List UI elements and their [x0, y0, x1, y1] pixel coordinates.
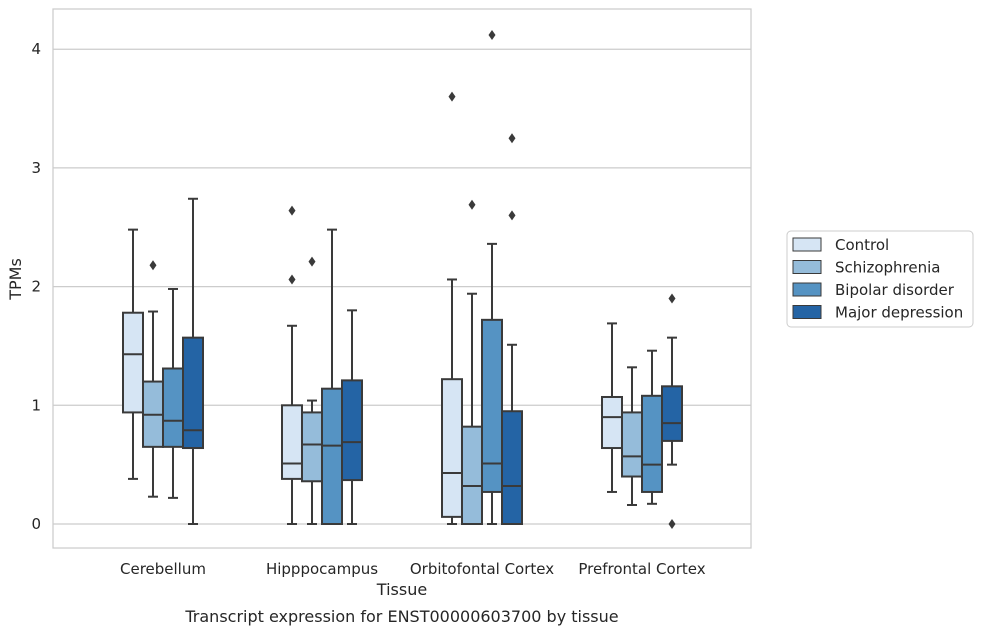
- legend-label: Major depression: [835, 304, 963, 322]
- y-axis-label: TPMs: [6, 258, 25, 301]
- outlier-point: [668, 293, 676, 304]
- legend-label: Control: [835, 236, 889, 254]
- legend-swatch: [792, 305, 822, 319]
- box-iqr: [341, 379, 363, 482]
- box-iqr: [641, 394, 663, 493]
- x-ticks: Cerebellum Hipppocampus Orbitofontal Corte…: [120, 560, 706, 578]
- box-iqr: [501, 410, 523, 525]
- outlier-point: [468, 199, 476, 210]
- legend-swatch: [792, 237, 822, 252]
- box-iqr: [601, 395, 623, 450]
- box-major-depression: [501, 133, 523, 525]
- outlier-point: [488, 29, 496, 40]
- legend-label: Schizophrenia: [835, 259, 940, 277]
- legend-frame: [786, 230, 974, 328]
- box-control: [281, 205, 303, 525]
- legend-swatch: [792, 282, 822, 297]
- box-schizophrenia: [142, 260, 164, 498]
- box-iqr: [321, 387, 343, 525]
- x-axis-label: Tissue: [376, 580, 427, 599]
- outlier-point: [508, 210, 516, 221]
- y-tick-label: 1: [31, 396, 41, 414]
- box-major-depression: [341, 309, 363, 525]
- box-schizophrenia: [461, 199, 483, 525]
- y-tick-label: 2: [31, 278, 41, 296]
- box-iqr: [621, 411, 643, 478]
- box-iqr: [122, 311, 144, 414]
- box-control: [601, 322, 623, 493]
- box-iqr: [441, 378, 463, 518]
- outlier-point: [448, 91, 456, 102]
- box-iqr: [301, 411, 323, 483]
- box-major-depression: [182, 197, 204, 525]
- box-control: [122, 228, 144, 480]
- outlier-point: [288, 205, 296, 216]
- outlier-point: [668, 519, 676, 529]
- outlier-point: [288, 274, 296, 285]
- box-control: [441, 91, 463, 525]
- x-tick-label: Hipppocampus: [266, 560, 378, 578]
- y-tick-label: 0: [31, 515, 41, 533]
- box-major-depression: [661, 293, 683, 529]
- x-tick-label: Cerebellum: [120, 560, 206, 578]
- legend-swatch: [792, 260, 822, 274]
- box-iqr: [661, 385, 683, 442]
- box-bipolar-disorder: [321, 228, 343, 525]
- y-tick-label: 4: [31, 40, 41, 58]
- x-tick-label: Orbitofontal Cortex: [410, 560, 554, 578]
- box-schizophrenia: [301, 256, 323, 525]
- x-tick-label: Prefrontal Cortex: [578, 560, 705, 578]
- boxes: [122, 29, 683, 529]
- y-tick-label: 3: [31, 159, 41, 177]
- y-ticks: 0 1 2 3 4: [31, 40, 41, 533]
- box-iqr: [461, 425, 483, 525]
- box-schizophrenia: [621, 366, 643, 507]
- box-iqr: [182, 336, 204, 450]
- outlier-point: [308, 256, 316, 267]
- plot-frame: [52, 8, 752, 549]
- outlier-point: [149, 260, 157, 271]
- legend: Control Schizophrenia Bipolar disorder Majo…: [786, 230, 974, 328]
- box-iqr: [162, 367, 184, 448]
- box-iqr: [281, 404, 303, 480]
- box-bipolar-disorder: [641, 349, 663, 505]
- box-bipolar-disorder: [162, 287, 184, 499]
- outlier-point: [508, 133, 516, 144]
- box-bipolar-disorder: [481, 29, 503, 525]
- box-iqr: [481, 318, 503, 493]
- legend-label: Bipolar disorder: [835, 281, 955, 299]
- chart-caption: Transcript expression for ENST0000060370…: [184, 607, 618, 626]
